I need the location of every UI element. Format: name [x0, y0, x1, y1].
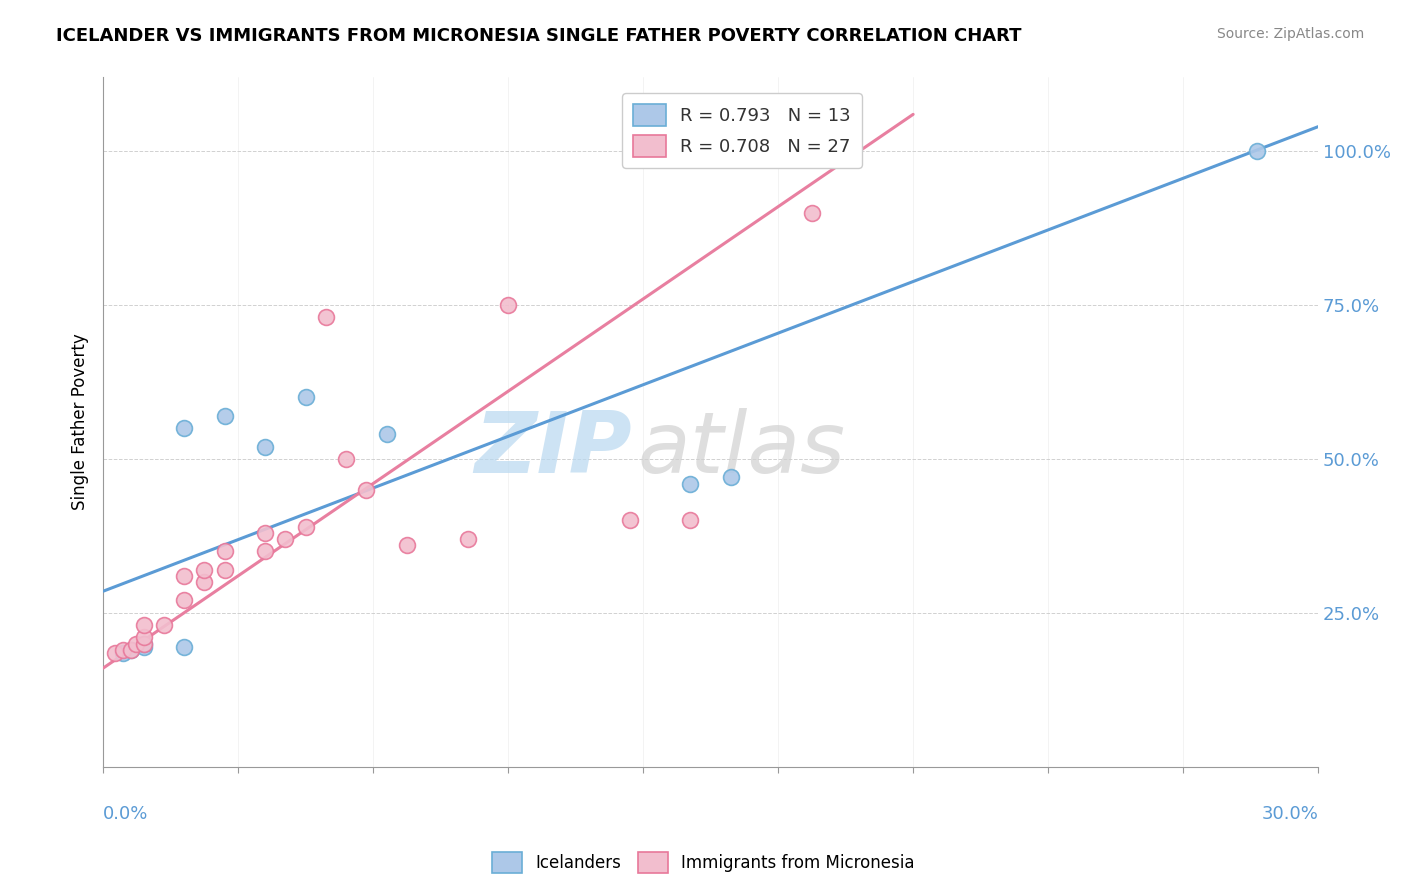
- Point: [496, 298, 519, 312]
- Point: [173, 593, 195, 607]
- Point: [315, 310, 337, 325]
- Point: [124, 636, 146, 650]
- Text: atlas: atlas: [638, 408, 846, 491]
- Point: [679, 513, 702, 527]
- Text: ZIP: ZIP: [474, 408, 631, 491]
- Point: [193, 574, 215, 589]
- Point: [173, 569, 195, 583]
- Point: [274, 532, 297, 546]
- Point: [132, 640, 155, 654]
- Point: [214, 563, 236, 577]
- Point: [173, 640, 195, 654]
- Point: [254, 440, 277, 454]
- Y-axis label: Single Father Poverty: Single Father Poverty: [72, 334, 89, 510]
- Point: [294, 391, 316, 405]
- Point: [619, 513, 641, 527]
- Point: [214, 544, 236, 558]
- Point: [112, 642, 135, 657]
- Point: [1246, 145, 1268, 159]
- Point: [121, 642, 143, 657]
- Point: [254, 525, 277, 540]
- Legend: R = 0.793   N = 13, R = 0.708   N = 27: R = 0.793 N = 13, R = 0.708 N = 27: [623, 94, 862, 168]
- Point: [335, 452, 357, 467]
- Legend: Icelanders, Immigrants from Micronesia: Icelanders, Immigrants from Micronesia: [485, 846, 921, 880]
- Point: [720, 470, 742, 484]
- Point: [132, 636, 155, 650]
- Point: [104, 646, 127, 660]
- Text: Source: ZipAtlas.com: Source: ZipAtlas.com: [1216, 27, 1364, 41]
- Point: [153, 618, 176, 632]
- Text: ICELANDER VS IMMIGRANTS FROM MICRONESIA SINGLE FATHER POVERTY CORRELATION CHART: ICELANDER VS IMMIGRANTS FROM MICRONESIA …: [56, 27, 1022, 45]
- Point: [254, 544, 277, 558]
- Point: [800, 206, 823, 220]
- Point: [679, 476, 702, 491]
- Point: [132, 631, 155, 645]
- Point: [294, 519, 316, 533]
- Point: [173, 421, 195, 435]
- Point: [132, 618, 155, 632]
- Point: [375, 427, 398, 442]
- Point: [395, 538, 418, 552]
- Point: [214, 409, 236, 423]
- Point: [193, 563, 215, 577]
- Point: [121, 642, 143, 657]
- Point: [356, 483, 378, 497]
- Point: [132, 636, 155, 650]
- Text: 30.0%: 30.0%: [1261, 805, 1319, 823]
- Point: [112, 646, 135, 660]
- Point: [457, 532, 479, 546]
- Text: 0.0%: 0.0%: [103, 805, 149, 823]
